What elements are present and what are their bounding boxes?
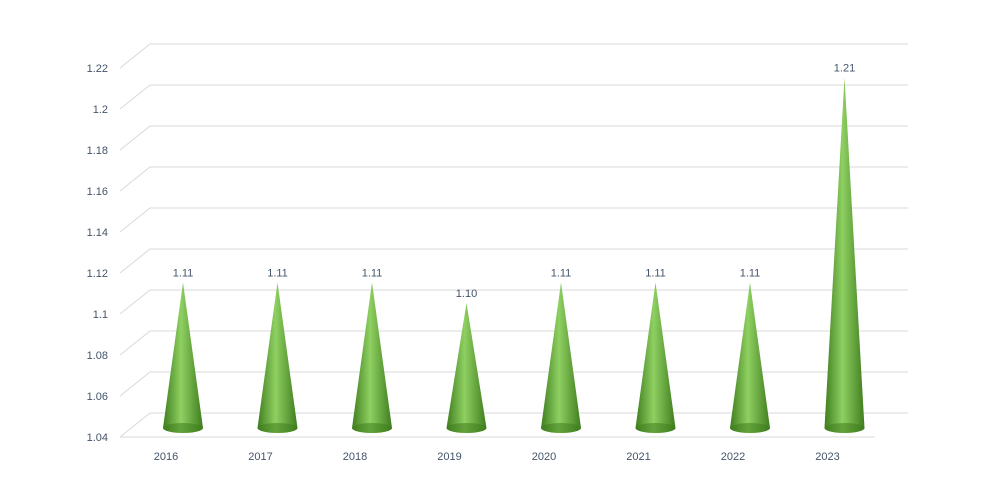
x-category-label: 2020: [532, 451, 556, 463]
y-tick-label: 1.18: [87, 145, 108, 157]
data-label: 1.11: [173, 268, 194, 280]
cone-bar: [635, 282, 676, 433]
y-tick-label: 1.2: [93, 104, 108, 116]
x-category-label: 2022: [721, 451, 745, 463]
data-label: 1.21: [834, 63, 855, 75]
cone-bar: [446, 303, 487, 433]
cone-body: [352, 282, 392, 433]
gridline: [119, 125, 908, 151]
cone-bar: [257, 282, 298, 433]
y-tick-label: 1.16: [87, 186, 108, 198]
gridline: [119, 43, 908, 69]
cone-base: [824, 423, 865, 433]
y-tick-label: 1.22: [87, 63, 108, 75]
data-label: 1.11: [362, 268, 383, 280]
y-tick-label: 1.08: [87, 350, 108, 362]
cone-body: [446, 303, 487, 433]
cone-bar: [824, 77, 865, 433]
y-axis-ticks: 1.04 1.06 1.08 1.1 1.12 1.14 1.16 1.18 1.2 1.22: [87, 63, 108, 444]
cone-body: [824, 77, 865, 433]
x-category-label: 2018: [343, 451, 367, 463]
gridline: [119, 330, 908, 356]
cone-base: [163, 423, 203, 433]
x-category-label: 2016: [154, 451, 178, 463]
x-category-label: 2019: [437, 451, 461, 463]
cone-body: [541, 282, 581, 433]
y-tick-label: 1.06: [87, 391, 108, 403]
x-axis-categories: 2016 2017 2018 2019 2020 2021 2022 2023: [154, 451, 840, 463]
gridline: [119, 84, 908, 110]
y-tick-label: 1.1: [93, 309, 108, 321]
data-label: 1.10: [456, 288, 477, 300]
cone-base: [352, 423, 392, 433]
cone-base: [541, 423, 581, 433]
gridlines: [119, 43, 908, 438]
cone-bar: [352, 282, 392, 433]
cone-bar: [730, 282, 770, 433]
data-label: 1.11: [740, 268, 761, 280]
x-category-label: 2021: [626, 451, 650, 463]
gridline: [119, 289, 908, 315]
data-label: 1.11: [267, 268, 288, 280]
y-tick-label: 1.12: [87, 268, 108, 280]
y-tick-label: 1.04: [87, 432, 108, 444]
cone-base: [257, 423, 298, 433]
cone-bar: [541, 282, 581, 433]
data-label: 1.11: [645, 268, 666, 280]
cone-body: [163, 282, 203, 433]
gridline: [119, 412, 908, 438]
gridline: [119, 248, 908, 274]
data-labels: 1.11 1.11 1.11 1.10 1.11 1.11 1.11 1.21: [173, 63, 856, 301]
cone-series: [163, 77, 865, 433]
x-category-label: 2023: [815, 451, 839, 463]
cone-body: [257, 282, 298, 433]
data-label: 1.11: [551, 268, 572, 280]
x-category-label: 2017: [248, 451, 272, 463]
gridline: [119, 166, 908, 192]
cone-base: [635, 423, 676, 433]
cone-bar: [163, 282, 203, 433]
cone-base: [446, 423, 487, 433]
y-tick-label: 1.14: [87, 227, 108, 239]
cone-body: [730, 282, 770, 433]
gridline: [119, 371, 908, 397]
cone-body: [635, 282, 676, 433]
cone-base: [730, 423, 770, 433]
gridline: [119, 207, 908, 233]
